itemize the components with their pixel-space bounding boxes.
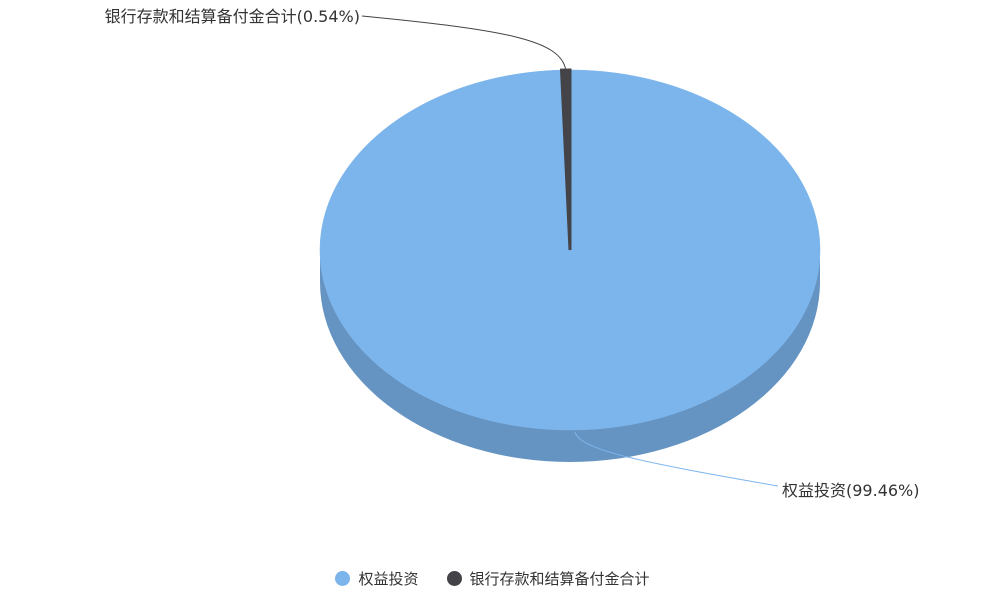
legend-item-bank-deposit[interactable]: 银行存款和结算备付金合计 <box>446 568 650 589</box>
pie-slice-side-equity <box>320 250 820 462</box>
legend-label-bank-deposit: 银行存款和结算备付金合计 <box>469 570 650 588</box>
pie-depth <box>320 250 820 462</box>
legend-label-equity: 权益投资 <box>358 570 419 588</box>
data-label-bank-deposit: 银行存款和结算备付金合计(0.54%) <box>105 7 360 26</box>
data-label-equity: 权益投资(99.46%) <box>782 481 920 500</box>
legend: 权益投资 银行存款和结算备付金合计 <box>0 568 985 589</box>
legend-item-equity[interactable]: 权益投资 <box>335 568 419 589</box>
legend-marker-equity <box>335 571 351 586</box>
pie-labels: 银行存款和结算备付金合计(0.54%) 权益投资(99.46%) <box>105 7 920 500</box>
label-connector-equity <box>574 431 779 487</box>
pie-top <box>319 68 821 431</box>
legend-marker-bank-deposit <box>446 571 462 586</box>
label-connector-bank-deposit <box>361 15 567 71</box>
pie-connectors <box>361 15 779 487</box>
